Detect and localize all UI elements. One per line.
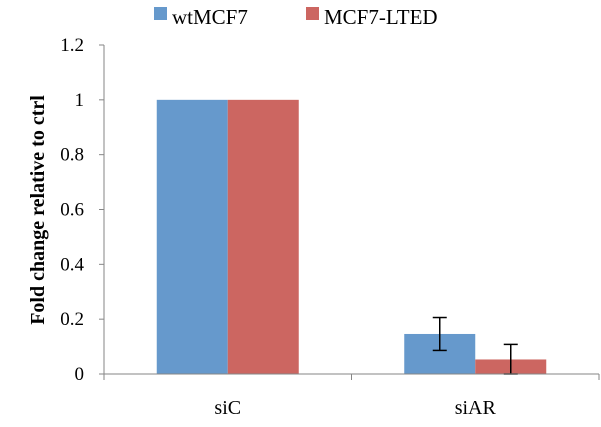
y-axis-ticks: 0 0.2 0.4 0.6 0.8 1 1.2 [60, 35, 104, 385]
bar-wtmcf7-sic [156, 99, 228, 374]
bars [156, 99, 547, 374]
y-tick-label: 1 [75, 90, 85, 111]
y-tick-label: 1.2 [60, 35, 84, 56]
y-tick-label: 0.6 [60, 200, 84, 221]
y-tick-label: 0.8 [60, 145, 84, 166]
y-tick-label: 0.2 [60, 309, 84, 330]
y-tick-label: 0 [75, 364, 85, 385]
x-category-label: siAR [455, 397, 497, 419]
y-tick-label: 0.4 [60, 254, 84, 275]
y-axis-title: Fold change relative to ctrl [27, 95, 49, 325]
legend-label-mcf7-lted: MCF7-LTED [324, 5, 438, 29]
legend-swatch-mcf7-lted [306, 7, 319, 20]
bar-mcf7-lted-sic [227, 99, 299, 374]
x-axis-category-labels: siC siAR [214, 397, 496, 419]
legend-swatch-wtmcf7 [154, 7, 167, 20]
x-axis-ticks [103, 374, 600, 380]
legend-label-wtmcf7: wtMCF7 [172, 5, 248, 29]
legend: wtMCF7 MCF7-LTED [154, 5, 438, 29]
x-category-label: siC [214, 397, 241, 419]
